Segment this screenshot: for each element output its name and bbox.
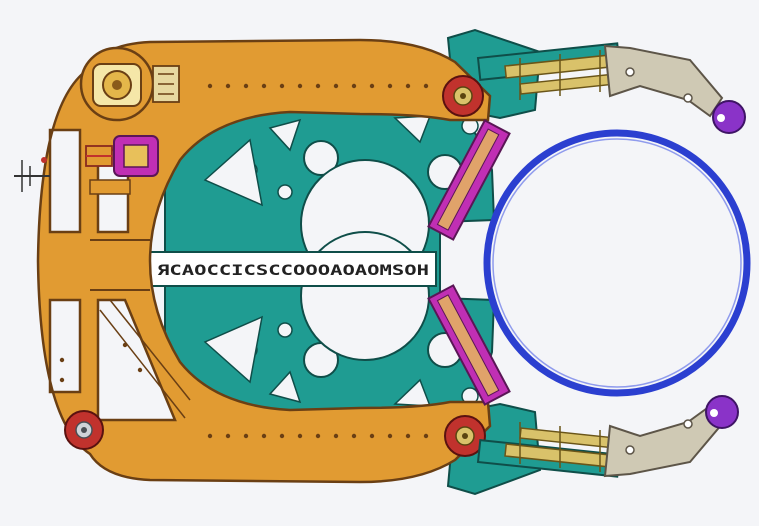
teal-base-plate bbox=[164, 28, 542, 496]
workpiece-ring bbox=[483, 129, 751, 397]
lower-jaw bbox=[476, 395, 739, 478]
pivot-bolt-upper bbox=[442, 75, 484, 117]
sensor-module bbox=[85, 135, 159, 195]
motor-module bbox=[79, 46, 180, 122]
upper-jaw bbox=[476, 42, 746, 134]
pivot-bolt-lower bbox=[444, 415, 486, 457]
center-label: ЯCAOCCICSCCOOOAOAOMSOH bbox=[157, 263, 429, 279]
center-label-bar: ЯCAOCCICSCCOOOAOAOMSOH bbox=[149, 251, 437, 287]
clamp-pad-lower bbox=[427, 284, 511, 406]
cable-connector bbox=[14, 157, 50, 192]
pivot-bolt-left bbox=[64, 410, 104, 450]
clamp-pad-upper bbox=[427, 119, 511, 241]
